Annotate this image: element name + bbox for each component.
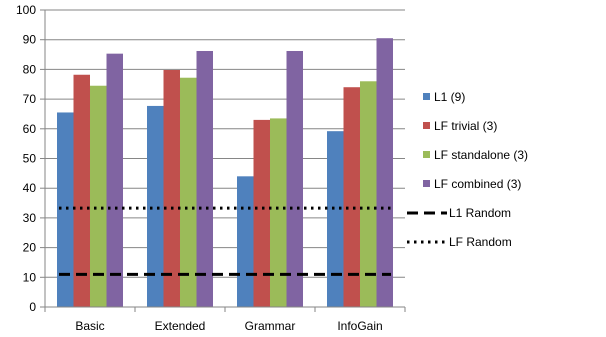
y-tick-label: 60 (23, 122, 37, 136)
bar (163, 69, 180, 307)
y-tick-label: 90 (23, 33, 37, 47)
reference-lines (59, 206, 391, 276)
legend-swatch (423, 93, 430, 100)
bar (147, 105, 164, 307)
legend-label: L1 Random (449, 206, 511, 220)
bar (270, 118, 287, 307)
bar (180, 77, 197, 307)
bar (253, 119, 270, 307)
axes: 0 10 20 30 40 50 60 70 80 90 100 Basic Extended Gramm… (16, 3, 406, 333)
y-tick-label: 40 (23, 181, 37, 195)
bar (57, 112, 74, 307)
y-tick-label: 20 (23, 241, 37, 255)
y-tick-label: 0 (29, 300, 36, 314)
bar (237, 176, 254, 307)
legend: L1 (9) LF trivial (3) LF standalone (3) LF … (407, 90, 528, 249)
legend-swatch (423, 151, 430, 158)
y-tick-label: 70 (23, 92, 37, 106)
bar (106, 53, 123, 308)
y-tick-label: 30 (23, 211, 37, 225)
bar (73, 74, 90, 307)
y-tick-label: 10 (23, 270, 37, 284)
y-tick-label: 100 (16, 3, 36, 17)
bar (196, 50, 213, 308)
y-tick-label: 80 (23, 62, 37, 76)
legend-label: LF Random (449, 235, 512, 249)
x-tick-label: Extended (155, 319, 206, 333)
legend-swatch (423, 180, 430, 187)
bar (327, 131, 344, 307)
bar (286, 50, 303, 308)
legend-label: LF standalone (3) (434, 148, 528, 162)
bar (343, 87, 360, 307)
legend-label: L1 (9) (434, 90, 465, 104)
legend-label: LF trivial (3) (434, 119, 497, 133)
x-tick-label: Basic (75, 319, 104, 333)
x-tick-label: Grammar (245, 319, 296, 333)
bar (376, 38, 393, 308)
bars (57, 38, 393, 308)
bar (360, 81, 377, 307)
legend-swatch (423, 122, 430, 129)
x-tick-label: InfoGain (337, 319, 382, 333)
bar (90, 85, 107, 307)
legend-label: LF combined (3) (434, 177, 521, 191)
y-tick-label: 50 (23, 152, 37, 166)
